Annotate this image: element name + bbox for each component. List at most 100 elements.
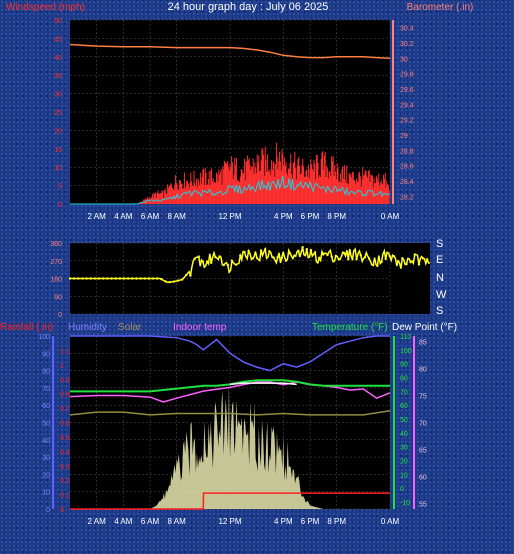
wind-direction-point xyxy=(126,277,130,280)
humidity-y-tick-3: 30 xyxy=(42,455,50,462)
wind-direction-point xyxy=(189,274,192,277)
indoor-temp-line xyxy=(69,381,391,403)
wind-direction-point xyxy=(110,277,113,280)
humidity-y-tick-1: 10 xyxy=(42,490,50,497)
wind-direction-point xyxy=(326,253,329,257)
wind-direction-point xyxy=(135,277,138,280)
compass-label-1: E xyxy=(436,254,443,266)
rain-x-tick-5: 4 PM xyxy=(274,517,293,526)
wind-direction-point xyxy=(230,259,234,263)
baro-y-tick-7: 29.6 xyxy=(400,87,414,94)
wind-direction-point xyxy=(293,254,296,257)
wind-direction-point xyxy=(426,258,429,261)
temp-y-tick-10: 90 xyxy=(400,362,408,369)
wind-direction-point xyxy=(239,254,242,257)
wind-y-tick-0: 0 xyxy=(58,202,62,209)
solar-axis-label: Solar xyxy=(118,322,142,333)
temp-y-tick-0: -10 xyxy=(400,500,410,507)
temp-y-tick-1: 0 xyxy=(400,486,404,493)
wind-direction-point xyxy=(147,277,151,280)
compass-label-2: N xyxy=(436,272,444,284)
rain-x-tick-6: 6 PM xyxy=(301,517,320,526)
wind-y-tick-9: 45 xyxy=(54,36,62,43)
temperature-line xyxy=(70,379,390,393)
dir-y-tick-3: 270 xyxy=(50,259,62,266)
indoor-y-tick-4: 75 xyxy=(419,393,427,400)
wind-direction-point xyxy=(276,256,279,259)
baro-y-tick-8: 29.8 xyxy=(400,72,414,79)
indoor-y-tick-2: 65 xyxy=(419,448,427,455)
barometer-line xyxy=(69,43,391,60)
compass-label-0: S xyxy=(436,238,443,250)
rain-y-tick-10: 1 xyxy=(60,363,64,370)
rain-y-tick-1: 0.1 xyxy=(60,493,70,500)
wind-direction-point xyxy=(168,280,171,284)
wind-direction-point xyxy=(363,256,367,259)
wind-direction-point xyxy=(384,257,387,261)
wind-y-tick-10: 50 xyxy=(54,18,62,25)
wind-direction-point xyxy=(376,264,379,268)
dew-point-line xyxy=(229,382,297,386)
wind-direction-point xyxy=(176,279,180,282)
baro-y-tick-4: 29 xyxy=(400,133,408,140)
temp-y-tick-8: 70 xyxy=(400,389,408,396)
wind-direction-point xyxy=(226,263,230,267)
temp-y-tick-12: 110 xyxy=(400,334,411,341)
rain-y-tick-7: 0.7 xyxy=(60,406,70,413)
wind-direction-point xyxy=(81,277,84,280)
rain-y-tick-6: 0.6 xyxy=(60,421,70,428)
wind-direction-point xyxy=(197,255,200,258)
indoor-y-tick-5: 80 xyxy=(419,366,427,373)
temp-y-tick-3: 20 xyxy=(400,459,408,466)
temp-y-tick-9: 80 xyxy=(400,376,408,383)
humidity-y-tick-7: 70 xyxy=(42,386,50,393)
wind-direction-point xyxy=(172,280,176,283)
rain-x-tick-7: 8 PM xyxy=(327,517,346,526)
wind-direction-point xyxy=(122,277,126,280)
wind-direction-point xyxy=(102,277,105,280)
baro-y-tick-11: 30.4 xyxy=(400,26,414,33)
rainfall-axis-label: Rainfall (.in) xyxy=(0,322,53,333)
wind-direction-point xyxy=(77,277,80,280)
rain-x-tick-4: 12 PM xyxy=(218,517,241,526)
wind-direction-point xyxy=(106,277,109,280)
wind-x-tick-2: 6 AM xyxy=(141,212,160,221)
wind-barometer-chart: 0 5 10 15 20 25 30 35 40 45 50 28.2 28.4 28.6 28.8 29 29… xyxy=(54,18,414,221)
baro-y-tick-10: 30.2 xyxy=(400,41,414,48)
baro-y-tick-5: 29.2 xyxy=(400,118,414,125)
humidity-y-tick-4: 40 xyxy=(42,438,50,445)
wind-direction-point xyxy=(259,249,263,252)
wind-direction-point xyxy=(409,260,412,264)
rainfall-line xyxy=(70,492,390,510)
wind-direction-point xyxy=(205,260,209,263)
wind-direction-point xyxy=(401,257,404,260)
solar-area xyxy=(70,384,390,509)
baro-y-tick-1: 28.4 xyxy=(400,179,414,186)
wind-direction-point xyxy=(234,263,238,266)
rain-x-tick-0: 2 AM xyxy=(88,517,107,526)
wind-direction-point xyxy=(68,277,72,280)
rain-x-tick-8: 0 AM xyxy=(381,517,400,526)
wind-direction-point xyxy=(405,262,408,266)
wind-direction-point xyxy=(160,278,163,281)
wind-direction-point xyxy=(143,277,146,280)
wind-direction-point xyxy=(139,277,142,280)
wind-direction-point xyxy=(201,260,205,263)
wind-direction-point xyxy=(180,278,184,281)
wind-direction-point xyxy=(89,277,92,280)
wind-direction-point xyxy=(417,263,421,266)
wind-direction-point xyxy=(72,277,76,280)
wind-direction-point xyxy=(318,256,321,260)
wind-direction-point xyxy=(93,277,97,280)
wind-x-tick-5: 4 PM xyxy=(274,212,293,221)
wind-direction-point xyxy=(347,258,350,261)
temp-y-tick-7: 60 xyxy=(400,403,408,410)
indoor-temp-axis-label: Indoor temp xyxy=(173,322,227,333)
wind-direction-point xyxy=(255,256,259,260)
wind-direction-point xyxy=(297,249,300,253)
baro-y-tick-2: 28.6 xyxy=(400,164,414,171)
dir-y-tick-4: 360 xyxy=(50,241,62,248)
humidity-y-tick-2: 20 xyxy=(42,472,50,479)
wind-y-tick-4: 20 xyxy=(54,128,62,135)
